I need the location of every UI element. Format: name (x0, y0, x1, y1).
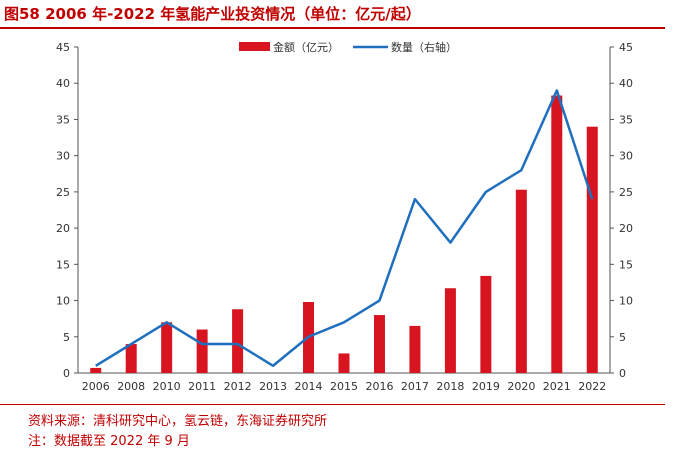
y-right-tick-label: 5 (619, 331, 626, 344)
y-left-tick-label: 0 (63, 367, 70, 380)
y-right-tick-label: 0 (619, 367, 626, 380)
y-right-tick-label: 40 (619, 77, 633, 90)
y-right-tick-label: 45 (619, 41, 633, 54)
x-tick-label: 2008 (117, 380, 145, 393)
y-left-tick-label: 35 (56, 113, 70, 126)
bars (90, 95, 598, 373)
x-tick-label: 2015 (330, 380, 358, 393)
x-tick-label: 2010 (153, 380, 181, 393)
title-rule (0, 27, 665, 29)
y-left-tick-label: 45 (56, 41, 70, 54)
bar (90, 367, 102, 373)
y-right-tick-label: 30 (619, 150, 633, 163)
y-left-tick-label: 25 (56, 186, 70, 199)
y-right-tick-label: 20 (619, 222, 633, 235)
x-tick-label: 2018 (436, 380, 464, 393)
y-left-tick-label: 5 (63, 331, 70, 344)
y-left-tick-label: 40 (56, 77, 70, 90)
x-tick-label: 2021 (543, 380, 571, 393)
x-tick-label: 2019 (472, 380, 500, 393)
line-series (95, 89, 594, 368)
y-right-tick-label: 35 (619, 113, 633, 126)
x-tick-label: 2022 (578, 380, 606, 393)
bottom-rule (0, 404, 665, 405)
x-tick-label: 2020 (507, 380, 535, 393)
bar (125, 344, 137, 373)
bar (480, 275, 492, 373)
bar (338, 353, 350, 373)
y-left-tick-label: 10 (56, 295, 70, 308)
y-right-tick-label: 15 (619, 258, 633, 271)
x-tick-label: 2006 (82, 380, 110, 393)
legend: 金额（亿元） 数量（右轴） (239, 40, 457, 54)
bar (232, 309, 244, 373)
x-tick-label: 2017 (401, 380, 429, 393)
x-tick-label: 2016 (365, 380, 393, 393)
x-tick-label: 2013 (259, 380, 287, 393)
bar (586, 126, 598, 373)
legend-line-label: 数量（右轴） (391, 40, 457, 54)
y-right-tick-label: 25 (619, 186, 633, 199)
footnote: 注：数据截至 2022 年 9 月 (28, 434, 190, 449)
y-right-tick-label: 10 (619, 295, 633, 308)
bar (551, 95, 563, 373)
chart-title: 图58 2006 年-2022 年氢能产业投资情况（单位：亿元/起） (4, 5, 421, 23)
x-tick-label: 2012 (224, 380, 252, 393)
bar (444, 288, 456, 373)
legend-bar-swatch (239, 42, 270, 51)
bar (515, 189, 527, 373)
bar (409, 325, 421, 373)
x-tick-label: 2014 (295, 380, 323, 393)
source-note: 资料来源：清科研究中心，氢云链，东海证券研究所 (28, 414, 328, 429)
bar (161, 322, 173, 373)
y-left-tick-label: 20 (56, 222, 70, 235)
y-left-tick-label: 15 (56, 258, 70, 271)
bar (196, 329, 208, 373)
x-tick-label: 2011 (188, 380, 216, 393)
y-left-tick-label: 30 (56, 150, 70, 163)
bar (373, 315, 385, 373)
series-line (95, 89, 594, 368)
legend-bar-label: 金额（亿元） (273, 40, 339, 54)
